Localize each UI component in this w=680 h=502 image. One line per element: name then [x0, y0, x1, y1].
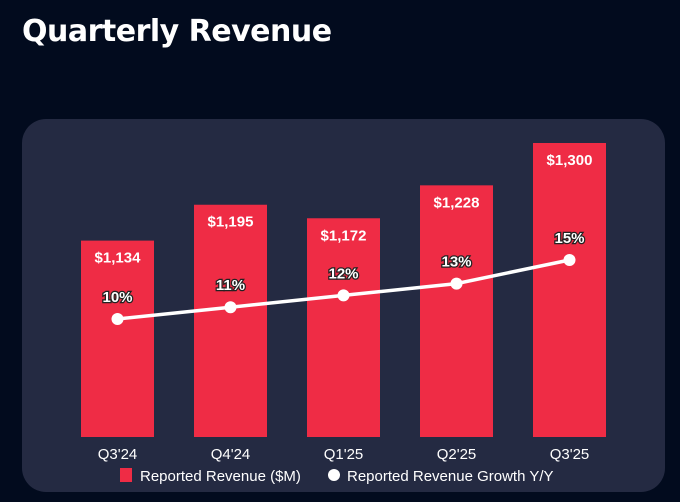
revenue-bar [533, 143, 606, 437]
legend-label-revenue: Reported Revenue ($M) [140, 468, 301, 485]
x-tick-label: Q1'25 [324, 446, 364, 463]
growth-point [450, 277, 463, 290]
growth-point [563, 254, 576, 266]
legend-swatch-revenue [120, 468, 132, 482]
x-tick-label: Q3'25 [550, 446, 590, 463]
revenue-bar [307, 218, 380, 437]
growth-label: 15% [554, 230, 584, 247]
legend-swatch-growth [328, 469, 340, 481]
chart-title: Quarterly Revenue [22, 14, 332, 49]
growth-point [111, 313, 124, 325]
x-tick-label: Q3'24 [98, 446, 138, 463]
revenue-label: $1,300 [547, 152, 593, 169]
revenue-label: $1,195 [208, 214, 254, 231]
growth-label: 13% [441, 254, 471, 271]
revenue-label: $1,134 [95, 250, 142, 267]
x-tick-label: Q4'24 [211, 446, 251, 463]
revenue-bar [81, 240, 154, 437]
x-tick-label: Q2'25 [437, 446, 477, 463]
revenue-bar [420, 185, 493, 437]
revenue-label: $1,228 [434, 194, 480, 211]
revenue-label: $1,172 [321, 227, 367, 244]
growth-label: 11% [216, 277, 245, 294]
growth-label: 10% [102, 289, 132, 306]
growth-point [337, 289, 350, 302]
legend-label-growth: Reported Revenue Growth Y/Y [347, 468, 554, 485]
growth-label: 12% [328, 265, 358, 282]
revenue-bar [194, 204, 267, 437]
growth-point [224, 301, 237, 314]
